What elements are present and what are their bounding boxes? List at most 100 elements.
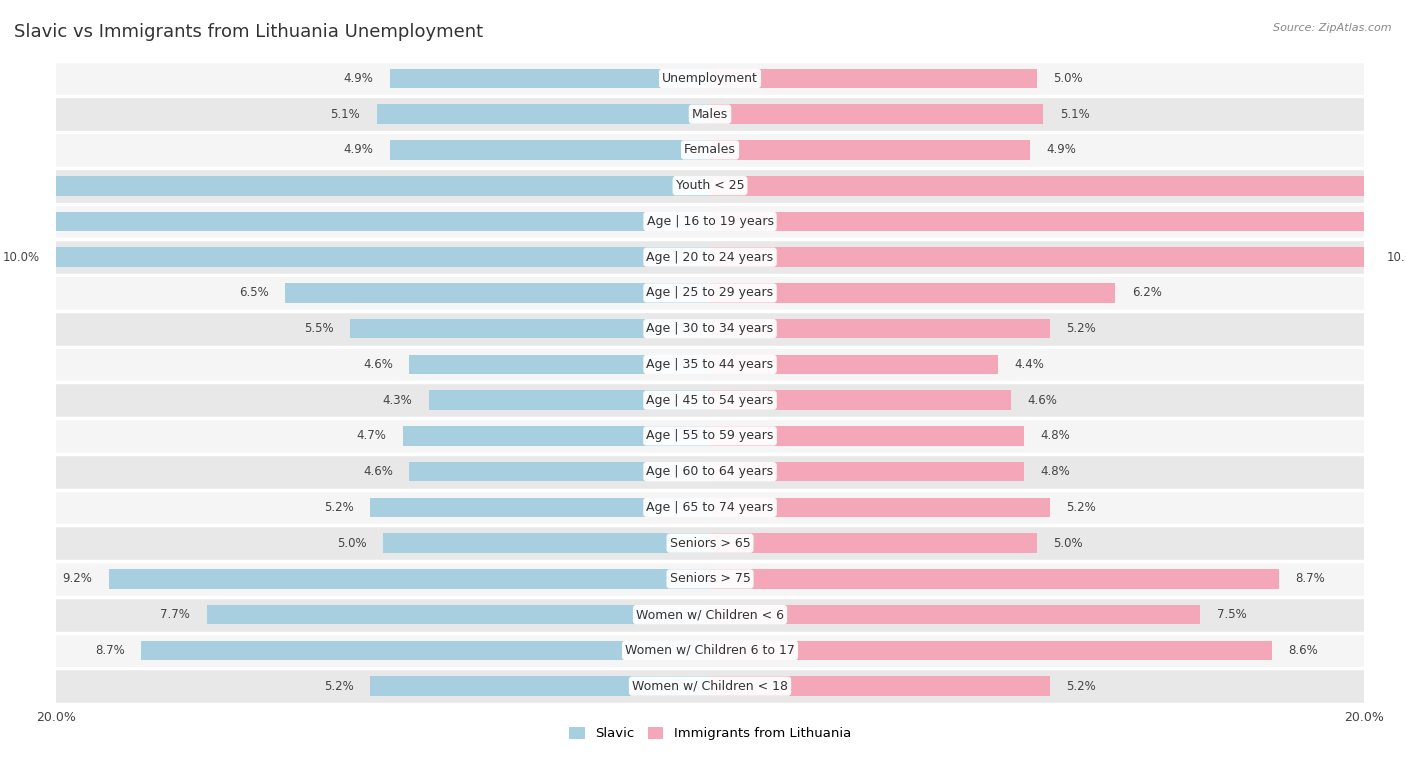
Text: 7.5%: 7.5% — [1216, 608, 1247, 621]
Text: 4.9%: 4.9% — [343, 72, 374, 85]
Bar — [389, 69, 710, 89]
Bar — [710, 319, 1050, 338]
Text: Males: Males — [692, 107, 728, 120]
Bar — [377, 104, 710, 124]
Text: Women w/ Children 6 to 17: Women w/ Children 6 to 17 — [626, 644, 794, 657]
Bar — [710, 69, 1038, 89]
Bar — [710, 569, 1279, 589]
Text: 10.1%: 10.1% — [1386, 251, 1406, 263]
Bar — [56, 204, 1364, 239]
Bar — [207, 605, 710, 625]
Text: 5.2%: 5.2% — [1066, 501, 1097, 514]
Bar — [402, 426, 710, 446]
Text: 7.7%: 7.7% — [160, 608, 190, 621]
Text: 5.2%: 5.2% — [1066, 680, 1097, 693]
Bar — [0, 212, 710, 231]
Text: 4.8%: 4.8% — [1040, 465, 1070, 478]
Bar — [56, 453, 1364, 490]
Bar — [141, 640, 710, 660]
Bar — [108, 569, 710, 589]
Bar — [56, 418, 1364, 453]
Legend: Slavic, Immigrants from Lithuania: Slavic, Immigrants from Lithuania — [564, 721, 856, 746]
Bar — [710, 212, 1406, 231]
Bar — [710, 462, 1024, 481]
Text: Age | 35 to 44 years: Age | 35 to 44 years — [647, 358, 773, 371]
Bar — [710, 354, 998, 374]
Text: 4.3%: 4.3% — [382, 394, 412, 407]
Bar — [56, 132, 1364, 168]
Bar — [409, 462, 710, 481]
Text: 8.6%: 8.6% — [1289, 644, 1319, 657]
Text: Women w/ Children < 6: Women w/ Children < 6 — [636, 608, 785, 621]
Text: Seniors > 65: Seniors > 65 — [669, 537, 751, 550]
Bar — [56, 168, 1364, 204]
Text: Age | 30 to 34 years: Age | 30 to 34 years — [647, 322, 773, 335]
Text: 4.4%: 4.4% — [1014, 358, 1043, 371]
Bar — [710, 391, 1011, 410]
Bar — [56, 347, 1364, 382]
Text: 4.6%: 4.6% — [363, 465, 392, 478]
Bar — [56, 597, 1364, 633]
Text: Age | 65 to 74 years: Age | 65 to 74 years — [647, 501, 773, 514]
Bar — [56, 382, 1364, 418]
Text: Females: Females — [685, 143, 735, 157]
Bar — [710, 248, 1371, 267]
Bar — [56, 239, 1364, 275]
Text: Age | 25 to 29 years: Age | 25 to 29 years — [647, 286, 773, 300]
Bar — [710, 104, 1043, 124]
Text: 4.6%: 4.6% — [363, 358, 392, 371]
Bar — [389, 140, 710, 160]
Text: Youth < 25: Youth < 25 — [676, 179, 744, 192]
Bar — [710, 676, 1050, 696]
Text: Seniors > 75: Seniors > 75 — [669, 572, 751, 585]
Bar — [710, 176, 1406, 195]
Text: 6.5%: 6.5% — [239, 286, 269, 300]
Bar — [710, 283, 1115, 303]
Bar — [285, 283, 710, 303]
Bar — [710, 140, 1031, 160]
Text: Age | 20 to 24 years: Age | 20 to 24 years — [647, 251, 773, 263]
Bar — [370, 676, 710, 696]
Text: 5.2%: 5.2% — [323, 501, 354, 514]
Bar — [409, 354, 710, 374]
Text: 5.2%: 5.2% — [1066, 322, 1097, 335]
Text: Women w/ Children < 18: Women w/ Children < 18 — [633, 680, 787, 693]
Text: Age | 45 to 54 years: Age | 45 to 54 years — [647, 394, 773, 407]
Bar — [382, 534, 710, 553]
Text: Source: ZipAtlas.com: Source: ZipAtlas.com — [1274, 23, 1392, 33]
Text: Slavic vs Immigrants from Lithuania Unemployment: Slavic vs Immigrants from Lithuania Unem… — [14, 23, 484, 41]
Bar — [370, 497, 710, 517]
Text: 9.2%: 9.2% — [62, 572, 93, 585]
Text: Age | 55 to 59 years: Age | 55 to 59 years — [647, 429, 773, 442]
Bar — [710, 640, 1272, 660]
Bar — [710, 497, 1050, 517]
Bar — [350, 319, 710, 338]
Text: 5.1%: 5.1% — [1060, 107, 1090, 120]
Text: 5.0%: 5.0% — [1053, 72, 1083, 85]
Bar — [710, 426, 1024, 446]
Text: 8.7%: 8.7% — [1295, 572, 1324, 585]
Bar — [56, 311, 1364, 347]
Bar — [56, 61, 1364, 96]
Text: 5.2%: 5.2% — [323, 680, 354, 693]
Text: Age | 60 to 64 years: Age | 60 to 64 years — [647, 465, 773, 478]
Bar — [56, 96, 1364, 132]
Bar — [56, 561, 1364, 597]
Text: 6.2%: 6.2% — [1132, 286, 1161, 300]
Bar — [56, 248, 710, 267]
Bar — [56, 490, 1364, 525]
Text: 5.5%: 5.5% — [305, 322, 335, 335]
Text: 8.7%: 8.7% — [96, 644, 125, 657]
Text: 4.6%: 4.6% — [1028, 394, 1057, 407]
Bar — [56, 668, 1364, 704]
Bar — [429, 391, 710, 410]
Bar — [56, 525, 1364, 561]
Text: Unemployment: Unemployment — [662, 72, 758, 85]
Text: Age | 16 to 19 years: Age | 16 to 19 years — [647, 215, 773, 228]
Bar — [710, 534, 1038, 553]
Bar — [0, 176, 710, 195]
Text: 5.0%: 5.0% — [1053, 537, 1083, 550]
Bar — [56, 633, 1364, 668]
Bar — [710, 605, 1201, 625]
Text: 10.0%: 10.0% — [3, 251, 39, 263]
